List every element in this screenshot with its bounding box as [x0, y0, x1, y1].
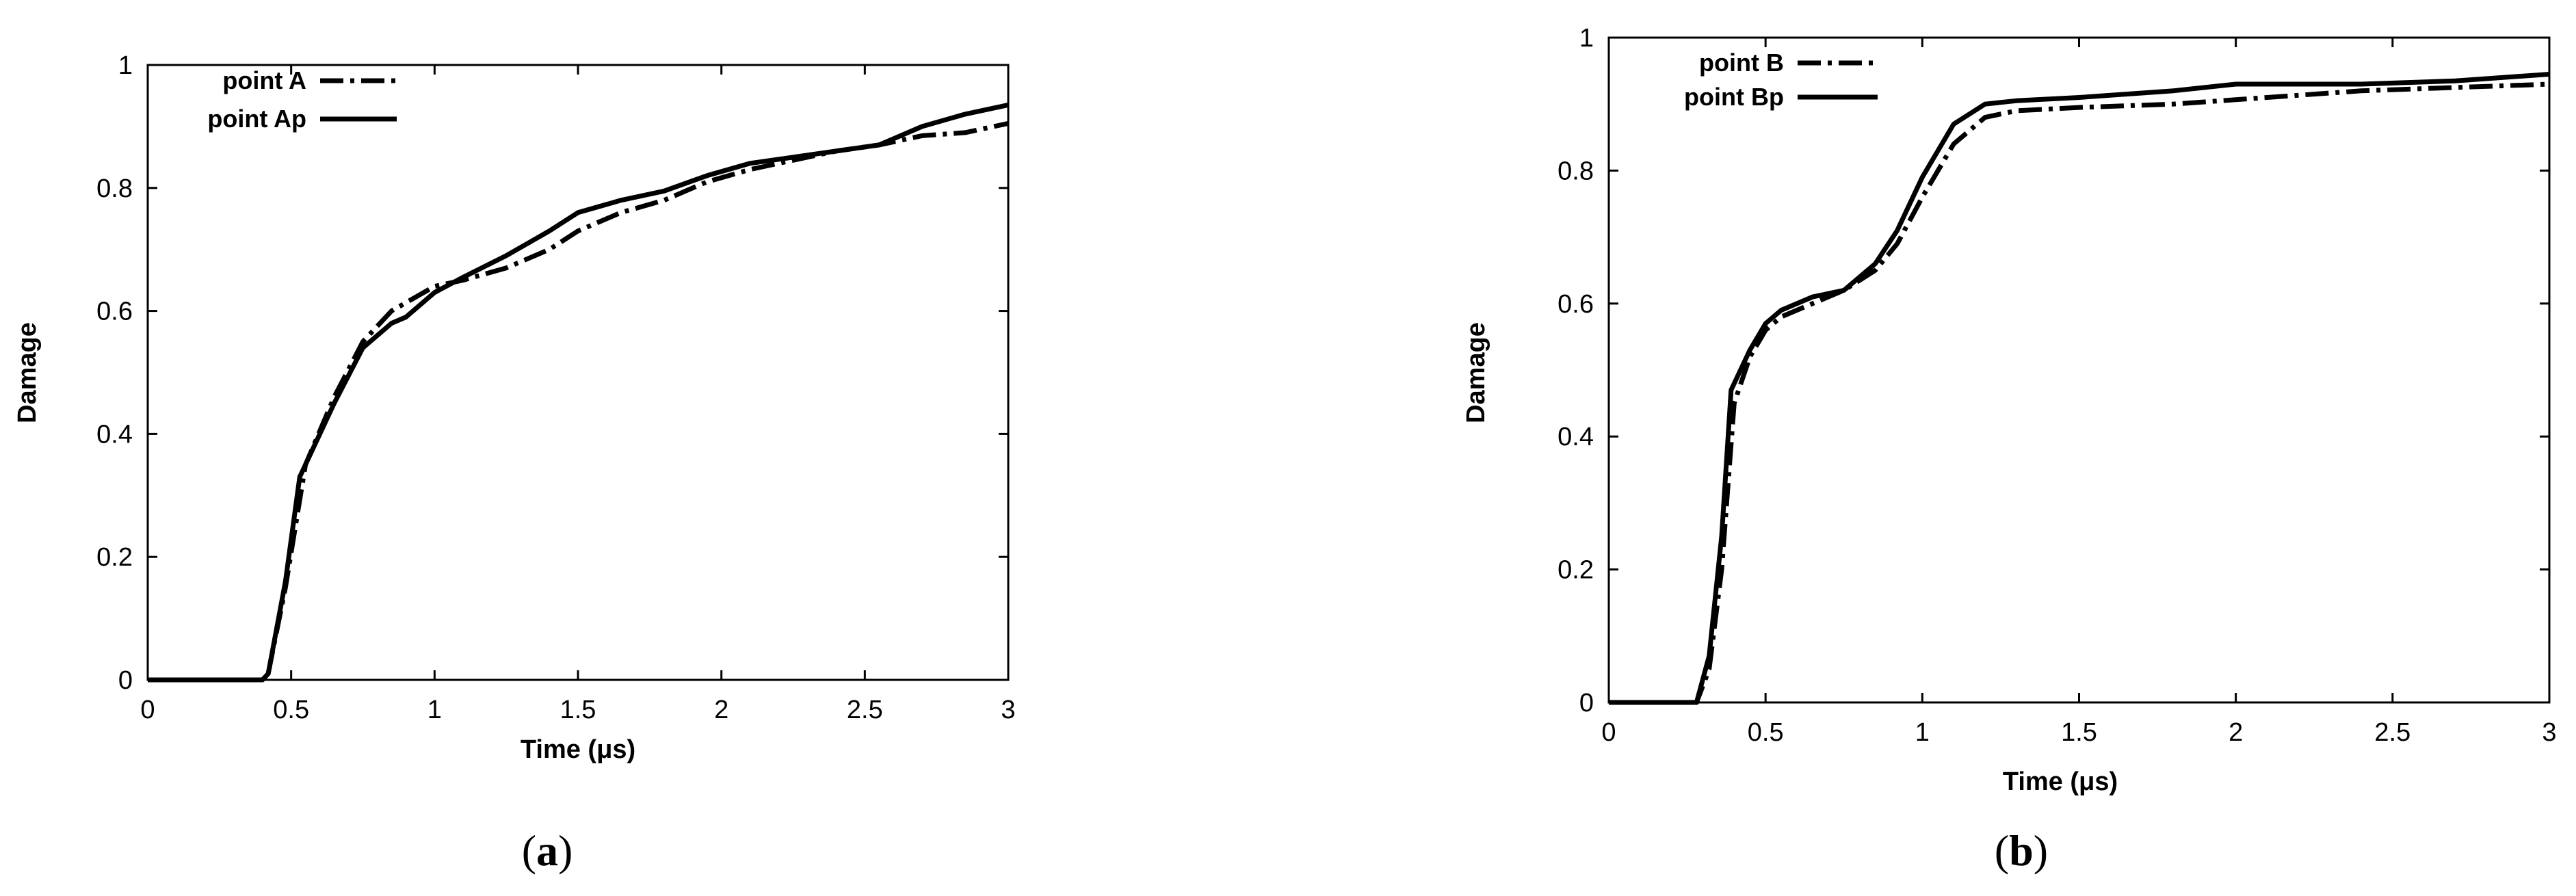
- plot-frame-a: [146, 64, 1010, 681]
- x-tick-label: 1: [428, 696, 442, 724]
- y-tick-labels-b: 0 0.2 0.4 0.6 0.8 1: [1558, 24, 1594, 717]
- axis-ticks-b: [1607, 36, 2551, 704]
- x-tick-label: 2: [714, 696, 728, 724]
- x-tick-label: 2.5: [2374, 718, 2410, 747]
- y-tick-label: 0.8: [1558, 157, 1594, 185]
- y-tick-labels-a: 0 0.2 0.4 0.6 0.8 1: [96, 51, 133, 695]
- y-tick-label: 0.8: [96, 174, 133, 203]
- y-tick-label: 0.2: [1558, 556, 1594, 585]
- legend-b: point B point Bp: [1684, 49, 1878, 111]
- y-tick-label: 0.2: [96, 543, 133, 572]
- x-tick-label: 0: [1601, 718, 1616, 747]
- series-line-point-a: [148, 120, 1009, 683]
- chart-panel-b: 0 0.5 1 1.5 2 2.5 3 0 0.2 0.4 0.6 0.8 1 …: [1462, 24, 2557, 875]
- series-line-point-b: [1609, 81, 2550, 705]
- y-axis-label-a: Damage: [13, 322, 42, 423]
- y-axis-label-b: Damage: [1462, 322, 1490, 423]
- y-tick-label: 0.4: [96, 420, 133, 449]
- x-axis-label-b: Time (μs): [2003, 767, 2118, 796]
- x-tick-label: 0: [140, 696, 155, 724]
- panel-caption-b: (b): [1995, 826, 2048, 875]
- plot-frame-b: [1607, 36, 2551, 704]
- x-tick-label: 1: [1915, 718, 1930, 747]
- x-tick-label: 1.5: [560, 696, 596, 724]
- y-tick-label: 0.4: [1558, 423, 1594, 451]
- chart-panel-a: 0 0.5 1 1.5 2 2.5 3 0 0.2 0.4 0.6 0.8 1 …: [13, 51, 1016, 875]
- x-tick-label: 2: [2229, 718, 2243, 747]
- y-tick-label: 1: [1579, 24, 1594, 53]
- y-tick-label: 0: [118, 666, 133, 695]
- legend-label-point-a: point A: [222, 66, 306, 94]
- series-line-point-ap: [148, 102, 1009, 683]
- legend-label-point-b: point B: [1699, 49, 1784, 77]
- y-tick-label: 0.6: [1558, 290, 1594, 319]
- x-tick-label: 2.5: [847, 696, 883, 724]
- axis-ticks-a: [146, 64, 1010, 681]
- legend-label-point-ap: point Ap: [207, 105, 306, 133]
- y-tick-label: 1: [118, 51, 133, 80]
- legend-a: point A point Ap: [207, 66, 397, 133]
- x-tick-label: 0.5: [273, 696, 309, 724]
- x-tick-label: 0.5: [1748, 718, 1784, 747]
- panel-caption-a: (a): [522, 826, 573, 875]
- y-tick-label: 0.6: [96, 298, 133, 326]
- y-tick-label: 0: [1579, 689, 1594, 717]
- x-tick-label: 1.5: [2061, 718, 2097, 747]
- x-axis-label-a: Time (μs): [521, 735, 635, 764]
- x-tick-labels-a: 0 0.5 1 1.5 2 2.5 3: [140, 696, 1015, 724]
- x-tick-label: 3: [1001, 696, 1015, 724]
- legend-label-point-bp: point Bp: [1684, 83, 1784, 111]
- series-line-point-bp: [1609, 72, 2550, 705]
- x-tick-label: 3: [2542, 718, 2556, 747]
- x-tick-labels-b: 0 0.5 1 1.5 2 2.5 3: [1601, 718, 2556, 747]
